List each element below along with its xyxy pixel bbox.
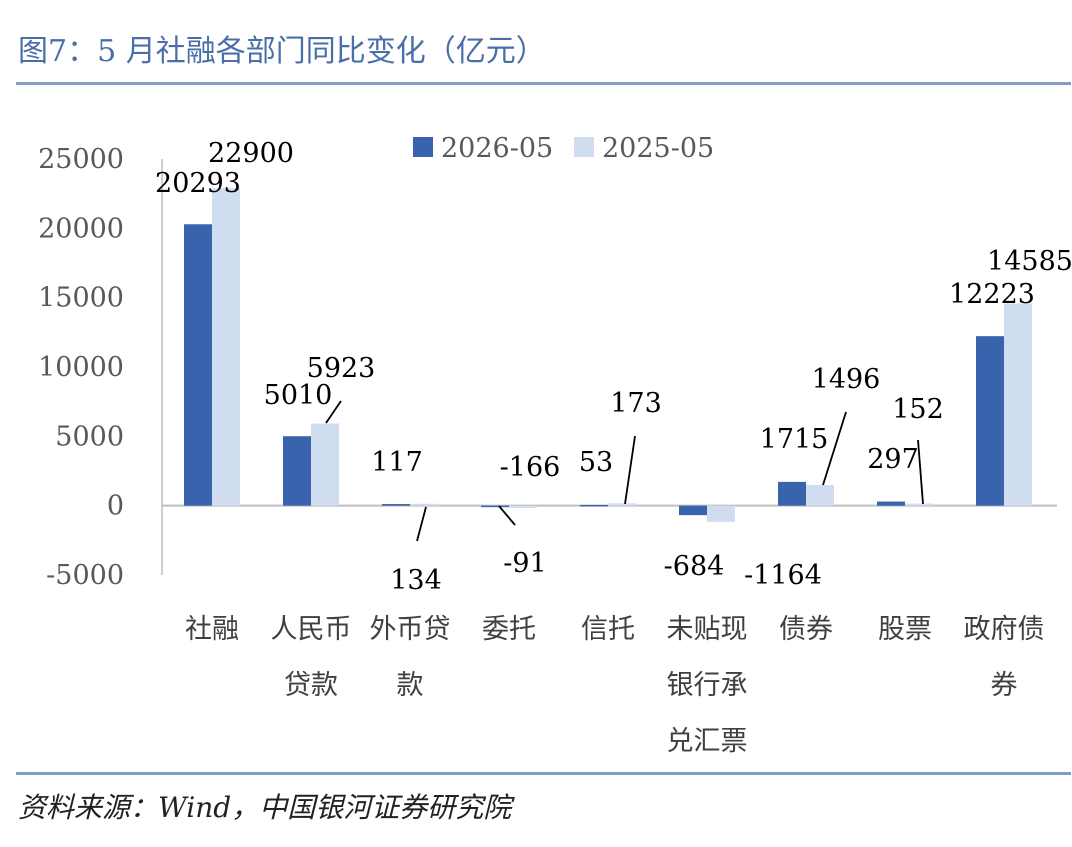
legend-swatch-2025-05 [574, 137, 594, 157]
bar-2025-05 [311, 423, 339, 506]
leader-line [498, 505, 516, 526]
data-label-2026-05: 53 [579, 447, 613, 478]
data-label-2025-05: 5923 [307, 353, 376, 384]
leader-line [416, 506, 427, 542]
data-label-2025-05: 152 [892, 394, 944, 425]
data-label-2025-05: -166 [500, 452, 561, 483]
x-category-label: 信托 [581, 614, 635, 645]
leader-line [624, 435, 636, 505]
y-tick-label: 25000 [38, 144, 124, 175]
leader-line [822, 411, 847, 486]
legend-label-2025-05: 2025-05 [602, 133, 714, 164]
data-label-2025-05: 1496 [812, 364, 881, 395]
x-category-label: 兑汇票 [667, 726, 748, 757]
x-category-label: 未贴现 [667, 614, 748, 645]
bar-2025-05 [707, 505, 735, 522]
y-tick-label: 20000 [38, 213, 124, 244]
x-category-label: 委托 [482, 614, 536, 645]
legend-swatch-2026-05 [413, 137, 433, 157]
leader-line [917, 439, 924, 505]
bar-2025-05 [410, 503, 438, 506]
data-label-2025-05: 134 [390, 565, 442, 596]
data-label-2026-05: 1715 [760, 424, 829, 455]
bar-2026-05 [679, 505, 707, 516]
x-category-label: 银行承 [667, 670, 748, 701]
x-category-label: 股票 [878, 614, 932, 645]
bar-2026-05 [382, 504, 410, 506]
data-label-2025-05: -1164 [744, 560, 822, 591]
data-label-2026-05: -91 [503, 548, 546, 579]
x-category-label: 外币贷 [370, 614, 451, 645]
bar-2026-05 [184, 224, 212, 506]
x-category-label: 政府债 [964, 614, 1045, 645]
data-label-2026-05: 117 [371, 447, 423, 478]
data-label-2025-05: 173 [610, 388, 662, 419]
bar-2025-05 [608, 503, 636, 506]
data-label-2025-05: 22900 [208, 138, 294, 169]
data-label-2026-05: -684 [664, 551, 725, 582]
bar-2026-05 [778, 481, 806, 506]
bar-2026-05 [877, 501, 905, 506]
y-tick-label: 10000 [38, 352, 124, 383]
source-note: 资料来源：Wind，中国银河证券研究院 [18, 791, 512, 824]
data-label-2025-05: 14585 [987, 246, 1072, 277]
bar-2026-05 [976, 336, 1004, 506]
x-category-label: 款 [397, 670, 424, 701]
bar-2025-05 [905, 503, 933, 506]
x-category-label: 债券 [779, 614, 833, 645]
leader-line [325, 400, 342, 424]
x-category-label: 人民币 [271, 614, 352, 645]
title-rule [16, 82, 1071, 85]
bar-2025-05 [212, 188, 240, 506]
y-tick-label: 0 [107, 491, 124, 522]
data-label-2026-05: 5010 [264, 380, 333, 411]
bar-2026-05 [481, 505, 509, 508]
y-tick-label: 5000 [55, 421, 124, 452]
bar-2026-05 [283, 436, 311, 506]
data-label-2026-05: 297 [867, 444, 919, 475]
bar-2025-05 [1004, 303, 1032, 506]
data-label-2026-05: 20293 [155, 168, 241, 199]
y-tick-label: -5000 [46, 560, 124, 591]
y-tick-label: 15000 [38, 283, 124, 314]
x-category-label: 贷款 [284, 670, 338, 701]
data-label-2026-05: 12223 [949, 279, 1035, 310]
x-category-label: 社融 [185, 614, 239, 645]
bar-chart: 25000 20000 15000 10000 5000 0 -5000 2026-05 202… [38, 133, 1072, 757]
bar-2026-05 [580, 504, 608, 507]
x-category-label: 券 [991, 670, 1018, 701]
bar-2025-05 [509, 505, 537, 508]
legend-label-2026-05: 2026-05 [441, 133, 553, 164]
figure-title: 图7：5 月社融各部门同比变化（亿元） [18, 34, 546, 69]
source-rule [16, 772, 1071, 775]
bar-2025-05 [806, 484, 834, 506]
